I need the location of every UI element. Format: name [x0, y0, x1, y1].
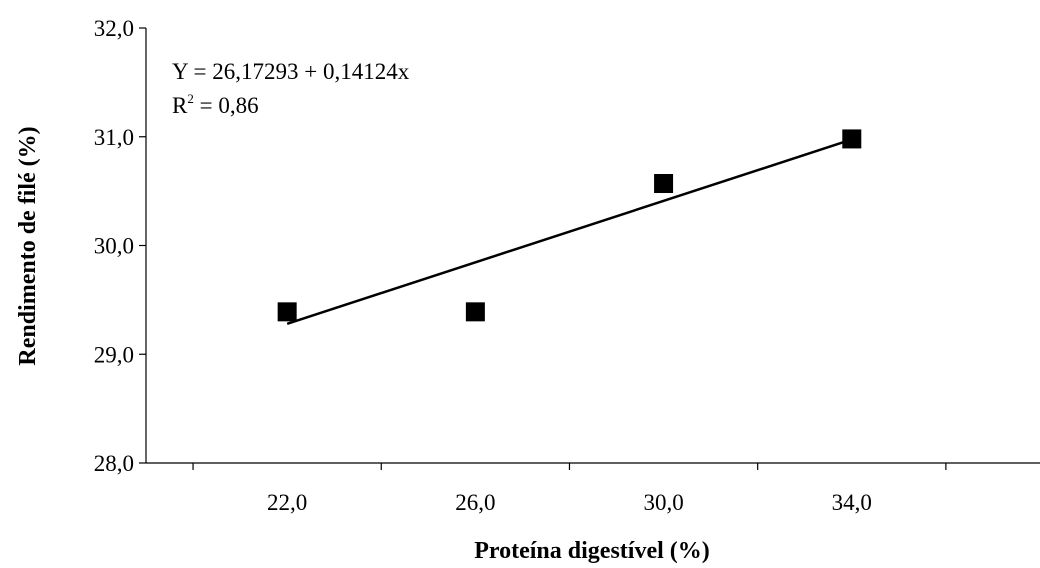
y-tick-label: 32,0: [94, 16, 134, 41]
data-point: [654, 174, 674, 194]
data-points: [277, 129, 862, 322]
data-point: [465, 302, 485, 322]
x-tick-label: 26,0: [455, 490, 495, 515]
y-tick-label: 28,0: [94, 451, 134, 476]
trendline-group: [286, 138, 853, 325]
x-tick-label: 22,0: [267, 490, 307, 515]
y-tick-label: 31,0: [94, 125, 134, 150]
data-point: [842, 129, 862, 149]
axes: [145, 28, 1040, 464]
trendline: [286, 138, 853, 325]
x-tick-label: 34,0: [832, 490, 872, 515]
x-ticks: 22,0 26,0 30,0 34,0: [192, 463, 947, 515]
y-tick-label: 29,0: [94, 342, 134, 367]
data-point: [277, 302, 297, 322]
y-ticks: 28,0 29,0 30,0 31,0 32,0: [94, 16, 146, 476]
equation-line: Y = 26,17293 + 0,14124x: [172, 59, 410, 84]
r-squared-label: R2 = 0,86: [172, 91, 259, 118]
x-axis-title: Proteína digestível (%): [474, 538, 710, 564]
y-tick-label: 30,0: [94, 234, 134, 259]
y-axis-title: Rendimento de filé (%): [15, 126, 41, 365]
x-tick-label: 30,0: [643, 490, 683, 515]
